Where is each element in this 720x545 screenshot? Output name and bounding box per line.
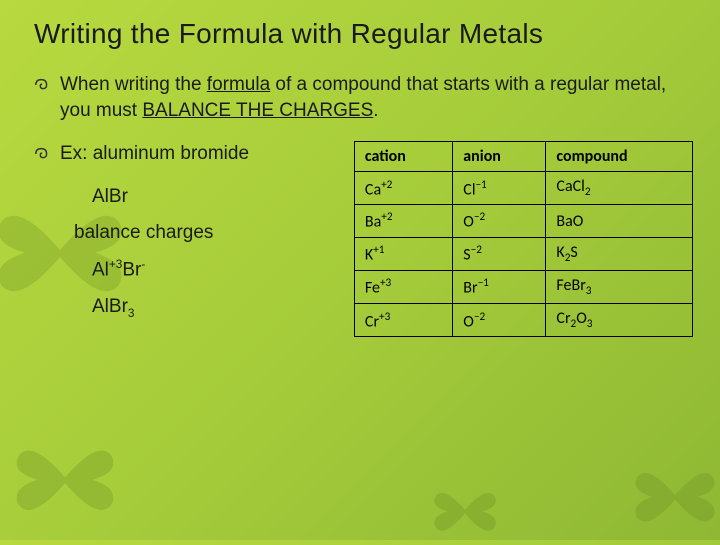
example-step-1: AlBr xyxy=(92,186,334,208)
bullet-item-2: Ex: aluminum bromide xyxy=(34,141,334,168)
table-row: Fe+3Br−1FeBr3 xyxy=(354,270,692,303)
bullet-1-seg-a: When writing the xyxy=(60,74,207,95)
cation-cell: Fe+3 xyxy=(354,270,452,303)
bullet-1-seg-c: . xyxy=(373,100,378,121)
table-header-row: cation anion compound xyxy=(354,142,692,172)
compound-cell: CaCl2 xyxy=(546,172,693,205)
col-anion-header: anion xyxy=(453,142,546,172)
cation-cell: Ca+2 xyxy=(354,172,452,205)
example-step-2: balance charges xyxy=(74,222,334,244)
slide-container: Writing the Formula with Regular Metals … xyxy=(0,0,720,540)
ex3-sup2: - xyxy=(141,258,145,271)
table-column: cation anion compound Ca+2Cl−1CaCl2Ba+2O… xyxy=(354,141,693,337)
bullet-1-underline-2: BALANCE THE CHARGES xyxy=(142,100,373,121)
anion-cell: O−2 xyxy=(453,205,546,237)
anion-cell: Br−1 xyxy=(453,270,546,303)
table-row: Cr+3O−2Cr2O3 xyxy=(354,304,692,337)
example-step-4: AlBr3 xyxy=(92,296,334,320)
example-column: Ex: aluminum bromide AlBr balance charge… xyxy=(34,141,334,333)
compound-cell: Cr2O3 xyxy=(546,304,693,337)
compound-cell: BaO xyxy=(546,205,693,237)
ex3-sup1: +3 xyxy=(109,258,122,271)
ex3-a: Al xyxy=(92,260,109,281)
ex4-sub: 3 xyxy=(128,306,135,319)
anion-cell: Cl−1 xyxy=(453,172,546,205)
col-cation-header: cation xyxy=(354,142,452,172)
bullet-2-text: Ex: aluminum bromide xyxy=(60,141,249,167)
ex4-a: AlBr xyxy=(92,296,128,317)
table-row: K+1S−2K2S xyxy=(354,237,692,270)
cation-cell: K+1 xyxy=(354,237,452,270)
anion-cell: S−2 xyxy=(453,237,546,270)
bullet-item-1: When writing the formula of a compound t… xyxy=(34,72,686,123)
compound-cell: K2S xyxy=(546,237,693,270)
col-compound-header: compound xyxy=(546,142,693,172)
bullet-1-underline-1: formula xyxy=(207,74,270,95)
ion-compound-table: cation anion compound Ca+2Cl−1CaCl2Ba+2O… xyxy=(354,141,693,337)
table-row: Ca+2Cl−1CaCl2 xyxy=(354,172,692,205)
swirl-bullet-icon xyxy=(34,76,52,99)
anion-cell: O−2 xyxy=(453,304,546,337)
slide-title: Writing the Formula with Regular Metals xyxy=(34,18,686,50)
cation-cell: Ba+2 xyxy=(354,205,452,237)
bullet-1-text: When writing the formula of a compound t… xyxy=(60,72,686,123)
compound-cell: FeBr3 xyxy=(546,270,693,303)
example-step-3: Al+3Br- xyxy=(92,258,334,281)
ex3-b: Br xyxy=(122,260,141,281)
swirl-bullet-icon xyxy=(34,145,52,168)
cation-cell: Cr+3 xyxy=(354,304,452,337)
table-row: Ba+2O−2BaO xyxy=(354,205,692,237)
